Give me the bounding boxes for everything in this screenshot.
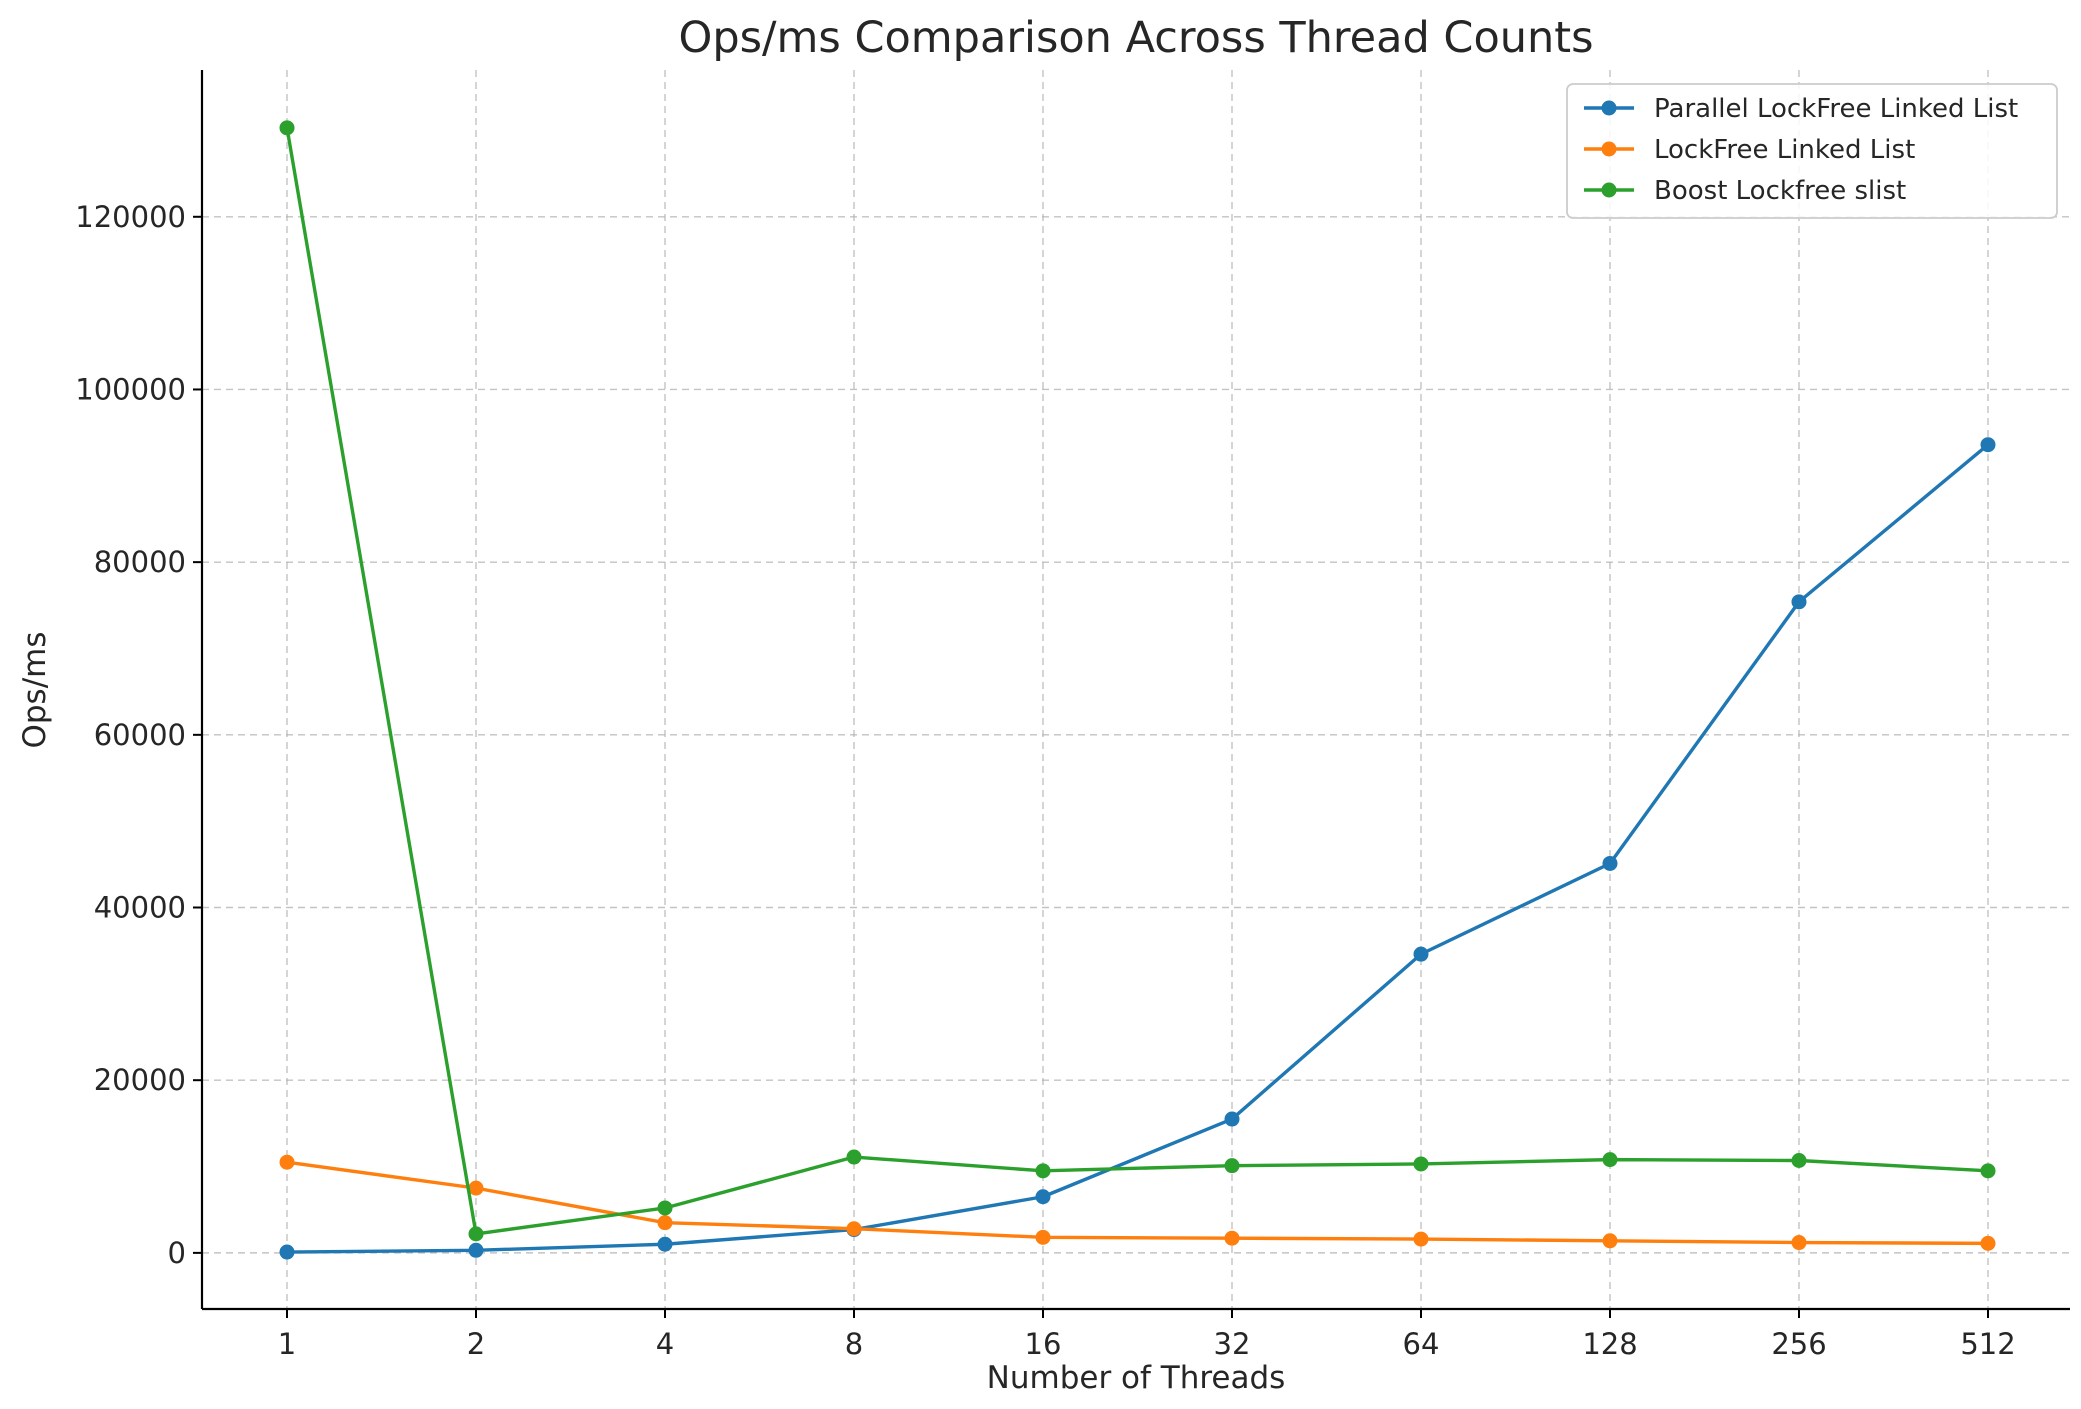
data-point: [1224, 1158, 1240, 1174]
axes: [200, 70, 2070, 1311]
series-line: [285, 126, 1990, 1236]
series-3: [279, 120, 1996, 1242]
data-point: [1602, 1152, 1618, 1168]
data-point: [1791, 1152, 1807, 1168]
grid-lines: [202, 70, 2070, 1309]
x-axis-label: Number of Threads: [987, 1360, 1286, 1396]
data-point: [1413, 1231, 1429, 1247]
x-tick-label: 1: [278, 1327, 296, 1361]
y-tick-label: 20000: [94, 1063, 186, 1097]
x-tick-label: 64: [1403, 1327, 1440, 1361]
series-line: [285, 443, 1990, 1254]
legend-marker: [1601, 141, 1617, 157]
data-point: [1413, 946, 1429, 962]
series-1: [279, 437, 1996, 1260]
x-tick-label: 8: [845, 1327, 863, 1361]
data-point: [1791, 594, 1807, 610]
data-point: [1602, 855, 1618, 871]
y-axis-label: Ops/ms: [17, 631, 53, 748]
y-tick-label: 40000: [94, 891, 186, 925]
legend-entry: Parallel LockFree Linked List: [1584, 94, 2018, 124]
data-point: [468, 1226, 484, 1242]
data-point: [1035, 1189, 1051, 1205]
legend-marker: [1601, 182, 1617, 198]
data-point: [1980, 1163, 1996, 1179]
x-tick-label: 128: [1582, 1327, 1637, 1361]
data-point: [846, 1149, 862, 1165]
x-axis-ticks: 1 2 4 8 16 32 64 128 256 512: [278, 1309, 2016, 1361]
legend-label: LockFree Linked List: [1654, 135, 1915, 165]
chart-title: Ops/ms Comparison Across Thread Counts: [678, 13, 1593, 63]
data-point: [279, 1154, 295, 1170]
series-line: [285, 1160, 1990, 1246]
data-point: [1035, 1229, 1051, 1245]
legend-label: Boost Lockfree slist: [1654, 176, 1906, 206]
data-point: [1035, 1163, 1051, 1179]
x-tick-label: 512: [1960, 1327, 2015, 1361]
data-point: [846, 1221, 862, 1237]
data-point: [657, 1215, 673, 1231]
data-point: [279, 120, 295, 136]
data-point: [468, 1180, 484, 1196]
legend-entry: Boost Lockfree slist: [1584, 176, 1906, 206]
y-axis-ticks: 0 20000 40000 60000 80000 100000 120000: [75, 200, 202, 1270]
x-tick-label: 16: [1025, 1327, 1062, 1361]
data-point: [657, 1236, 673, 1252]
x-tick-label: 32: [1214, 1327, 1251, 1361]
series-2: [279, 1154, 1996, 1251]
data-point: [1602, 1233, 1618, 1249]
data-point: [1224, 1230, 1240, 1246]
series-lines: [279, 120, 1996, 1260]
legend-box: [1566, 83, 2058, 219]
y-tick-label: 80000: [94, 545, 186, 579]
legend: Parallel LockFree Linked List LockFree Li…: [1566, 83, 2058, 219]
data-point: [1224, 1111, 1240, 1127]
x-tick-label: 256: [1771, 1327, 1826, 1361]
y-tick-label: 60000: [94, 718, 186, 752]
data-point: [468, 1242, 484, 1258]
data-point: [1980, 437, 1996, 453]
legend-entry: LockFree Linked List: [1584, 135, 1915, 165]
x-tick-label: 2: [467, 1327, 485, 1361]
y-tick-label: 100000: [75, 372, 186, 406]
data-point: [279, 1244, 295, 1260]
y-tick-label: 0: [168, 1236, 186, 1270]
y-tick-label: 120000: [75, 200, 186, 234]
data-point: [1791, 1235, 1807, 1251]
data-point: [657, 1200, 673, 1216]
legend-label: Parallel LockFree Linked List: [1654, 94, 2018, 124]
x-tick-label: 4: [656, 1327, 674, 1361]
legend-marker: [1601, 100, 1617, 116]
data-point: [1980, 1235, 1996, 1251]
data-point: [1413, 1156, 1429, 1172]
